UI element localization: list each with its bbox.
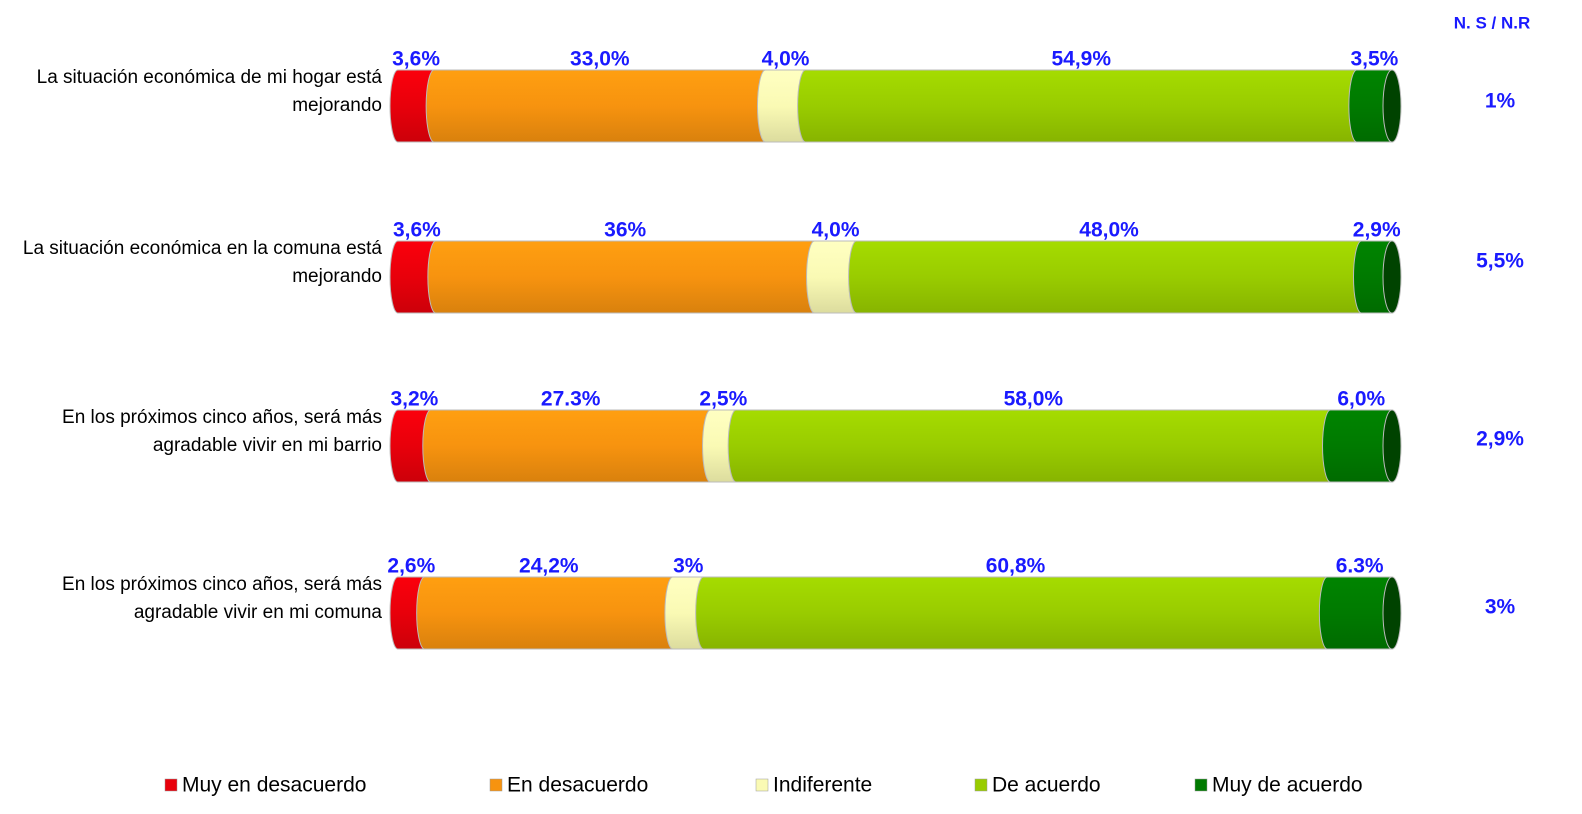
ns-value: 1%: [1485, 90, 1516, 113]
data-label: 36%: [604, 219, 646, 242]
data-label: 6,0%: [1337, 388, 1385, 411]
data-label: 2,5%: [699, 388, 747, 411]
bar-end: [1382, 240, 1402, 314]
ns-value: 2,9%: [1476, 428, 1524, 451]
data-label: 2,6%: [387, 555, 435, 578]
category-label: La situación económica de mi hogar está …: [36, 67, 382, 116]
data-label: 2,9%: [1353, 219, 1401, 242]
bar-end: [1382, 576, 1402, 650]
category-label: En los próximos cinco años, será más agr…: [62, 407, 382, 456]
ns-title: N. S / N.R: [1454, 13, 1531, 32]
data-label: 3,2%: [390, 388, 438, 411]
bar-segment: [427, 240, 824, 314]
category-label: La situación económica en la comuna está…: [22, 238, 382, 287]
data-label: 4,0%: [762, 48, 810, 71]
legend-label: De acuerdo: [992, 774, 1101, 797]
legend-label: Muy de acuerdo: [1212, 774, 1363, 797]
data-label: 33,0%: [570, 48, 630, 71]
category-text: En los próximos cinco años, será más agr…: [62, 407, 382, 456]
legend-swatch: [755, 778, 769, 792]
legend-label: En desacuerdo: [507, 774, 648, 797]
data-label: 4,0%: [812, 219, 860, 242]
legend-swatch: [974, 778, 988, 792]
data-label: 54,9%: [1051, 48, 1111, 71]
bar-end: [1382, 69, 1402, 143]
bar-segment: [422, 409, 720, 483]
category-text: La situación económica en la comuna está…: [22, 238, 382, 287]
data-label: 3,6%: [392, 48, 440, 71]
bar-end: [1382, 409, 1402, 483]
ns-value: 5,5%: [1476, 250, 1524, 273]
data-label: 27.3%: [541, 388, 601, 411]
ns-value: 3%: [1485, 596, 1516, 619]
bar-segment: [727, 409, 1340, 483]
bar-segment: [848, 240, 1370, 314]
legend-swatch: [489, 778, 503, 792]
data-label: 3,6%: [393, 219, 441, 242]
category-text: En los próximos cinco años, será más agr…: [62, 574, 382, 623]
legend-swatch: [164, 778, 178, 792]
category-text: La situación económica de mi hogar está …: [36, 67, 382, 116]
legend-label: Muy en desacuerdo: [182, 774, 366, 797]
data-label: 58,0%: [1004, 388, 1064, 411]
bar-segment: [425, 69, 774, 143]
data-label: 48,0%: [1079, 219, 1139, 242]
data-label: 6.3%: [1336, 555, 1384, 578]
category-label: En los próximos cinco años, será más agr…: [62, 574, 382, 623]
data-label: 3,5%: [1350, 48, 1398, 71]
legend-label: Indiferente: [773, 774, 872, 797]
bar-segment: [416, 576, 682, 650]
legend-swatch: [1194, 778, 1208, 792]
bar-segment: [695, 576, 1336, 650]
data-label: 60,8%: [986, 555, 1046, 578]
data-label: 24,2%: [519, 555, 579, 578]
bar-segment: [797, 69, 1366, 143]
data-label: 3%: [673, 555, 704, 578]
